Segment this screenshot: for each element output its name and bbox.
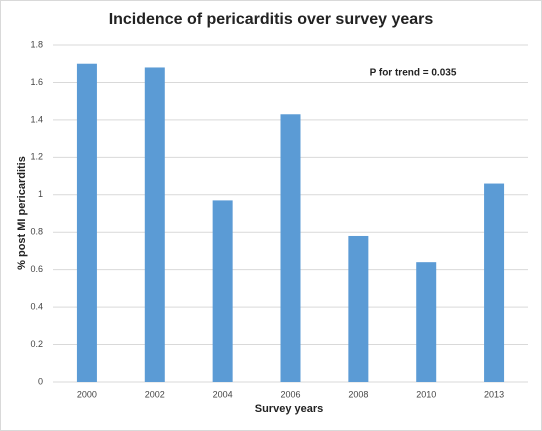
bar <box>144 67 165 382</box>
bar <box>416 262 437 382</box>
y-tick-label: 0.6 <box>30 264 43 274</box>
y-tick-label: 1.2 <box>30 152 43 162</box>
bar <box>212 200 233 382</box>
y-tick-label: 0 <box>38 376 43 386</box>
x-tick-label: 2004 <box>213 389 233 399</box>
y-tick-label: 0.2 <box>30 339 43 349</box>
y-tick-label: 0.4 <box>30 301 43 311</box>
x-tick-label: 2013 <box>484 389 504 399</box>
x-tick-label: 2002 <box>145 389 165 399</box>
bar <box>484 183 505 382</box>
chart-title: Incidence of pericarditis over survey ye… <box>109 11 434 28</box>
bar <box>280 114 301 383</box>
y-tick-label: 1.6 <box>30 77 43 87</box>
annotation: P for trend = 0.035 <box>370 68 457 79</box>
y-tick-label: 1.8 <box>30 39 43 49</box>
x-tick-label: 2010 <box>416 389 436 399</box>
x-tick-label: 2000 <box>77 389 97 399</box>
x-axis-title: Survey years <box>255 403 324 415</box>
y-tick-label: 0.8 <box>30 227 43 237</box>
y-tick-label: 1 <box>38 189 43 199</box>
x-tick-label: 2008 <box>348 389 368 399</box>
y-axis-title: % post MI pericarditis <box>16 156 28 270</box>
bar <box>348 235 369 382</box>
y-tick-label: 1.4 <box>30 114 43 124</box>
x-tick-label: 2006 <box>280 389 300 399</box>
bar <box>76 63 97 382</box>
